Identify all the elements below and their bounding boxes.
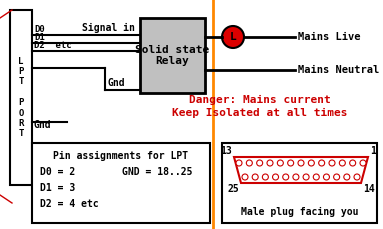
Text: Keep Isolated at all times: Keep Isolated at all times [172,108,348,118]
Circle shape [339,160,345,166]
Text: D2  etc: D2 etc [34,41,72,50]
Bar [222,143,377,223]
Circle shape [313,174,319,180]
Circle shape [293,174,299,180]
Circle shape [257,160,263,166]
Circle shape [298,160,304,166]
Bar [32,143,210,223]
Text: Pin assignments for LPT: Pin assignments for LPT [54,151,188,161]
Text: 25: 25 [227,184,239,194]
Circle shape [324,174,329,180]
Text: D0: D0 [34,25,45,34]
Text: D1: D1 [34,33,45,42]
Circle shape [303,174,309,180]
Text: Gnd: Gnd [108,78,126,88]
Circle shape [360,160,366,166]
Circle shape [252,174,258,180]
Text: L: L [230,32,236,42]
Circle shape [267,160,273,166]
Text: Danger: Mains current: Danger: Mains current [189,95,331,105]
Circle shape [277,160,283,166]
Text: L
P
T
 
P
O
R
T: L P T P O R T [18,57,24,138]
Circle shape [262,174,268,180]
Circle shape [354,174,360,180]
Text: Gnd: Gnd [34,120,52,130]
Circle shape [236,160,242,166]
Circle shape [222,26,244,48]
Text: GND = 18..25: GND = 18..25 [122,167,193,177]
Circle shape [308,160,314,166]
Text: D1 = 3: D1 = 3 [40,183,75,193]
Text: Male plug facing you: Male plug facing you [241,207,358,217]
Circle shape [273,174,278,180]
Polygon shape [234,157,368,183]
Text: Solid state
Relay: Solid state Relay [135,45,210,66]
Circle shape [283,174,289,180]
Text: Mains Neutral: Mains Neutral [298,65,379,75]
Circle shape [288,160,294,166]
Circle shape [350,160,356,166]
Text: 13: 13 [220,146,232,156]
Circle shape [319,160,325,166]
Text: 14: 14 [363,184,375,194]
Text: 1: 1 [370,146,376,156]
Text: Signal in: Signal in [82,23,135,33]
Circle shape [246,160,252,166]
Bar [140,18,205,93]
Bar [10,10,32,185]
Text: D2 = 4 etc: D2 = 4 etc [40,199,99,209]
Circle shape [242,174,248,180]
Circle shape [329,160,335,166]
Text: Mains Live: Mains Live [298,32,360,42]
Circle shape [344,174,350,180]
Text: D0 = 2: D0 = 2 [40,167,75,177]
Circle shape [334,174,340,180]
